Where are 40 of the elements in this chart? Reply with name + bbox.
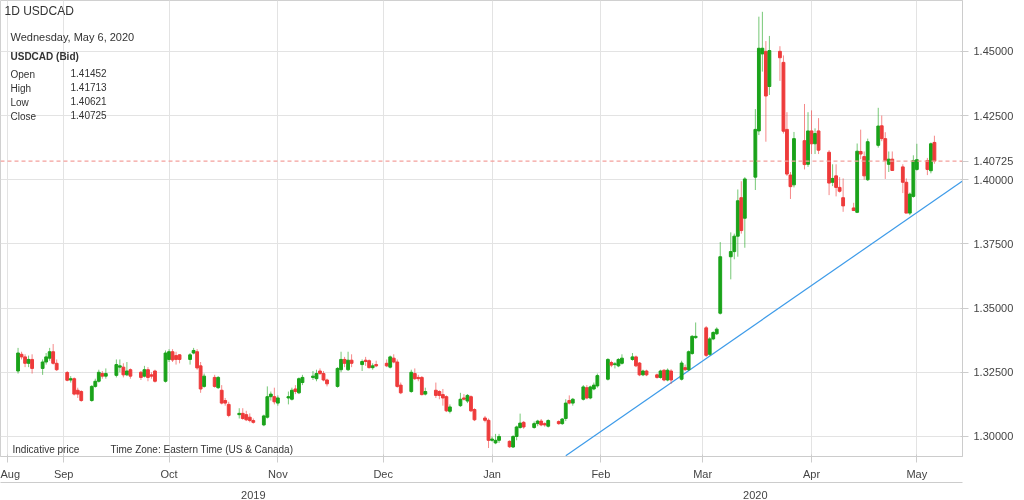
x-tick-label: Sep (53, 467, 74, 480)
x-tick-label: Nov (268, 467, 289, 480)
candlestick (188, 352, 192, 366)
candlestick (613, 361, 617, 369)
annotation: Close (10, 110, 37, 122)
y-tick-label: 1.40000 (973, 173, 1014, 186)
x2-tick-label: 2020 (743, 488, 768, 500)
annotation: 1.41452 (70, 67, 108, 79)
annotation: USDCAD (Bid) (10, 50, 79, 62)
x-tick-label: Mar (693, 467, 713, 480)
annotation: Open (10, 68, 35, 80)
annotation: Time Zone: Eastern Time (US & Canada) (110, 443, 293, 455)
y-tick-label: 1.32500 (973, 366, 1014, 379)
candlestick (174, 351, 178, 366)
candlestick (683, 364, 688, 372)
x-tick-label: Dec (373, 467, 394, 480)
annotation: Low (10, 96, 30, 108)
annotation: 1.41713 (70, 81, 108, 93)
y-tick-label: 1.45000 (973, 45, 1014, 58)
annotation: 1.40621 (70, 95, 108, 107)
annotation: High (10, 82, 32, 94)
annotation: 1.40725 (70, 109, 108, 121)
candlestick (620, 353, 624, 366)
y-tick-label: 1.37500 (973, 237, 1014, 250)
x-tick-label: May (906, 467, 928, 480)
annotation: Indicative price (12, 443, 80, 455)
x2-tick-label: 2019 (241, 488, 266, 500)
y-tick-label: 1.42500 (973, 109, 1014, 122)
x-tick-label: Aug (0, 467, 21, 480)
chart-title: 1D USDCAD (4, 3, 75, 18)
annotation: Wednesday, May 6, 2020 (10, 30, 135, 43)
x-tick-label: Oct (160, 467, 178, 480)
y-tick-label: 1.30000 (973, 430, 1014, 443)
x-tick-label: Apr (802, 467, 821, 480)
ref-line-label: 1.40725 (973, 155, 1014, 168)
candlestick (117, 358, 122, 373)
y-tick-label: 1.35000 (973, 302, 1014, 315)
x-tick-label: Jan (483, 467, 501, 480)
x-tick-label: Feb (591, 467, 611, 480)
candlestick (490, 435, 494, 443)
